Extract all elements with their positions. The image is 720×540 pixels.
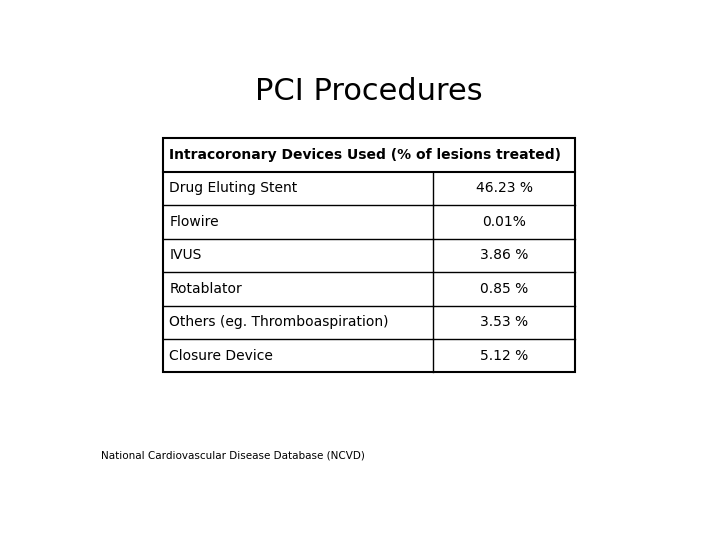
Text: 5.12 %: 5.12 % [480, 349, 528, 363]
Text: 3.86 %: 3.86 % [480, 248, 528, 262]
Text: Rotablator: Rotablator [169, 282, 242, 296]
Text: 0.01%: 0.01% [482, 215, 526, 229]
Text: Closure Device: Closure Device [169, 349, 273, 363]
Text: Others (eg. Thromboaspiration): Others (eg. Thromboaspiration) [169, 315, 389, 329]
Text: PCI Procedures: PCI Procedures [255, 77, 483, 106]
Text: 3.53 %: 3.53 % [480, 315, 528, 329]
Text: Drug Eluting Stent: Drug Eluting Stent [169, 181, 297, 195]
Text: Flowire: Flowire [169, 215, 219, 229]
Text: 0.85 %: 0.85 % [480, 282, 528, 296]
Text: National Cardiovascular Disease Database (NCVD): National Cardiovascular Disease Database… [101, 451, 365, 461]
Text: IVUS: IVUS [169, 248, 202, 262]
Bar [163, 138, 575, 373]
Text: 46.23 %: 46.23 % [476, 181, 533, 195]
Text: Intracoronary Devices Used (% of lesions treated): Intracoronary Devices Used (% of lesions… [169, 147, 561, 161]
